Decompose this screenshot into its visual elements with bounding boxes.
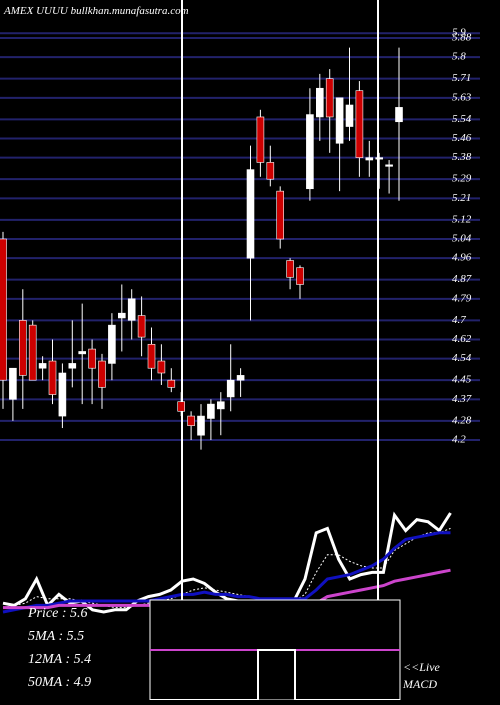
candle-body <box>375 157 384 160</box>
candle-body <box>266 162 275 180</box>
y-tick-label: 5.38 <box>452 151 472 163</box>
stats: Price : 5.6 5MA : 5.5 12MA : 5.4 50MA : 4.9 <box>27 606 91 690</box>
candle-body <box>187 415 195 426</box>
y-tick-label: 5.12 <box>452 213 472 225</box>
y-tick-label: 5.29 <box>452 173 472 185</box>
candle-body <box>246 169 255 259</box>
chart-title: AMEX UUUU bullkhan.munafasutra.com <box>3 5 189 17</box>
candle-body <box>395 107 403 123</box>
candle-body <box>306 114 314 190</box>
candle-body <box>365 157 374 161</box>
y-tick-label: 4.62 <box>452 333 472 345</box>
grid: 5.95.88 5.8 5.71 5.63 5.54 5.46 5.38 5.29 5.21 5.… <box>0 27 480 446</box>
indicator-line <box>2 531 451 614</box>
candles <box>0 47 403 450</box>
candle-body <box>345 104 354 127</box>
live-label: <<Live <box>403 660 441 674</box>
candle-body <box>0 238 7 381</box>
y-tick-label: 4.2 <box>452 434 466 446</box>
y-tick-label: 4.7 <box>452 314 466 326</box>
candle-body <box>48 360 57 395</box>
candle-body <box>167 379 176 388</box>
candle-body <box>157 360 166 374</box>
y-tick-label: 4.54 <box>452 352 472 364</box>
candle-body <box>78 351 86 355</box>
candle-body <box>355 90 364 158</box>
candle-body <box>177 401 185 412</box>
candle-body <box>236 375 245 381</box>
candle-body <box>38 363 47 369</box>
candle-body <box>296 267 304 285</box>
candle-body <box>335 97 344 144</box>
y-tick-label: 4.45 <box>452 374 472 386</box>
candle-body <box>68 363 77 369</box>
stat-label: 12MA : 5.4 <box>28 652 91 667</box>
candle-body <box>286 260 294 278</box>
live-label: MACD <box>402 677 437 691</box>
candle-body <box>315 87 324 118</box>
candle-body <box>217 401 225 410</box>
candle-body <box>118 312 126 319</box>
candle-body <box>256 116 265 163</box>
stat-label: 5MA : 5.5 <box>28 629 84 644</box>
candle-body <box>108 324 116 364</box>
candle-body <box>207 403 215 419</box>
y-tick-label: 4.28 <box>452 414 472 426</box>
candle-body <box>385 164 393 167</box>
y-tick-label: 5.8 <box>452 51 466 63</box>
y-tick-label: 4.79 <box>452 292 472 304</box>
y-tick-label: 5.9 <box>452 27 466 39</box>
y-tick-label: 5.54 <box>452 113 472 125</box>
candle-body <box>147 343 156 369</box>
y-tick-label: 5.21 <box>452 192 471 204</box>
candle-body <box>98 360 106 388</box>
y-tick-label: 4.87 <box>452 273 472 285</box>
candle-body <box>226 379 235 398</box>
stat-label: Price : 5.6 <box>27 606 87 621</box>
y-tick-label: 5.04 <box>452 233 472 245</box>
candle-body <box>276 190 285 240</box>
candle-body <box>137 315 146 338</box>
candle-body <box>325 78 334 118</box>
candle-body <box>28 324 37 381</box>
candle-body <box>127 298 136 321</box>
y-tick-label: 5.88 <box>452 32 472 44</box>
candle-body <box>58 372 67 417</box>
y-tick-label: 5.46 <box>452 132 472 144</box>
candle-body <box>88 348 96 369</box>
stat-label: 50MA : 4.9 <box>28 675 91 690</box>
candle-body <box>197 415 205 436</box>
y-tick-label: 4.96 <box>452 252 472 264</box>
macd-box <box>149 599 401 701</box>
y-tick-label: 5.63 <box>452 91 472 103</box>
y-tick-label: 5.71 <box>452 72 471 84</box>
candle-body <box>9 367 17 400</box>
candle-body <box>18 320 27 376</box>
y-tick-label: 4.37 <box>452 393 472 405</box>
